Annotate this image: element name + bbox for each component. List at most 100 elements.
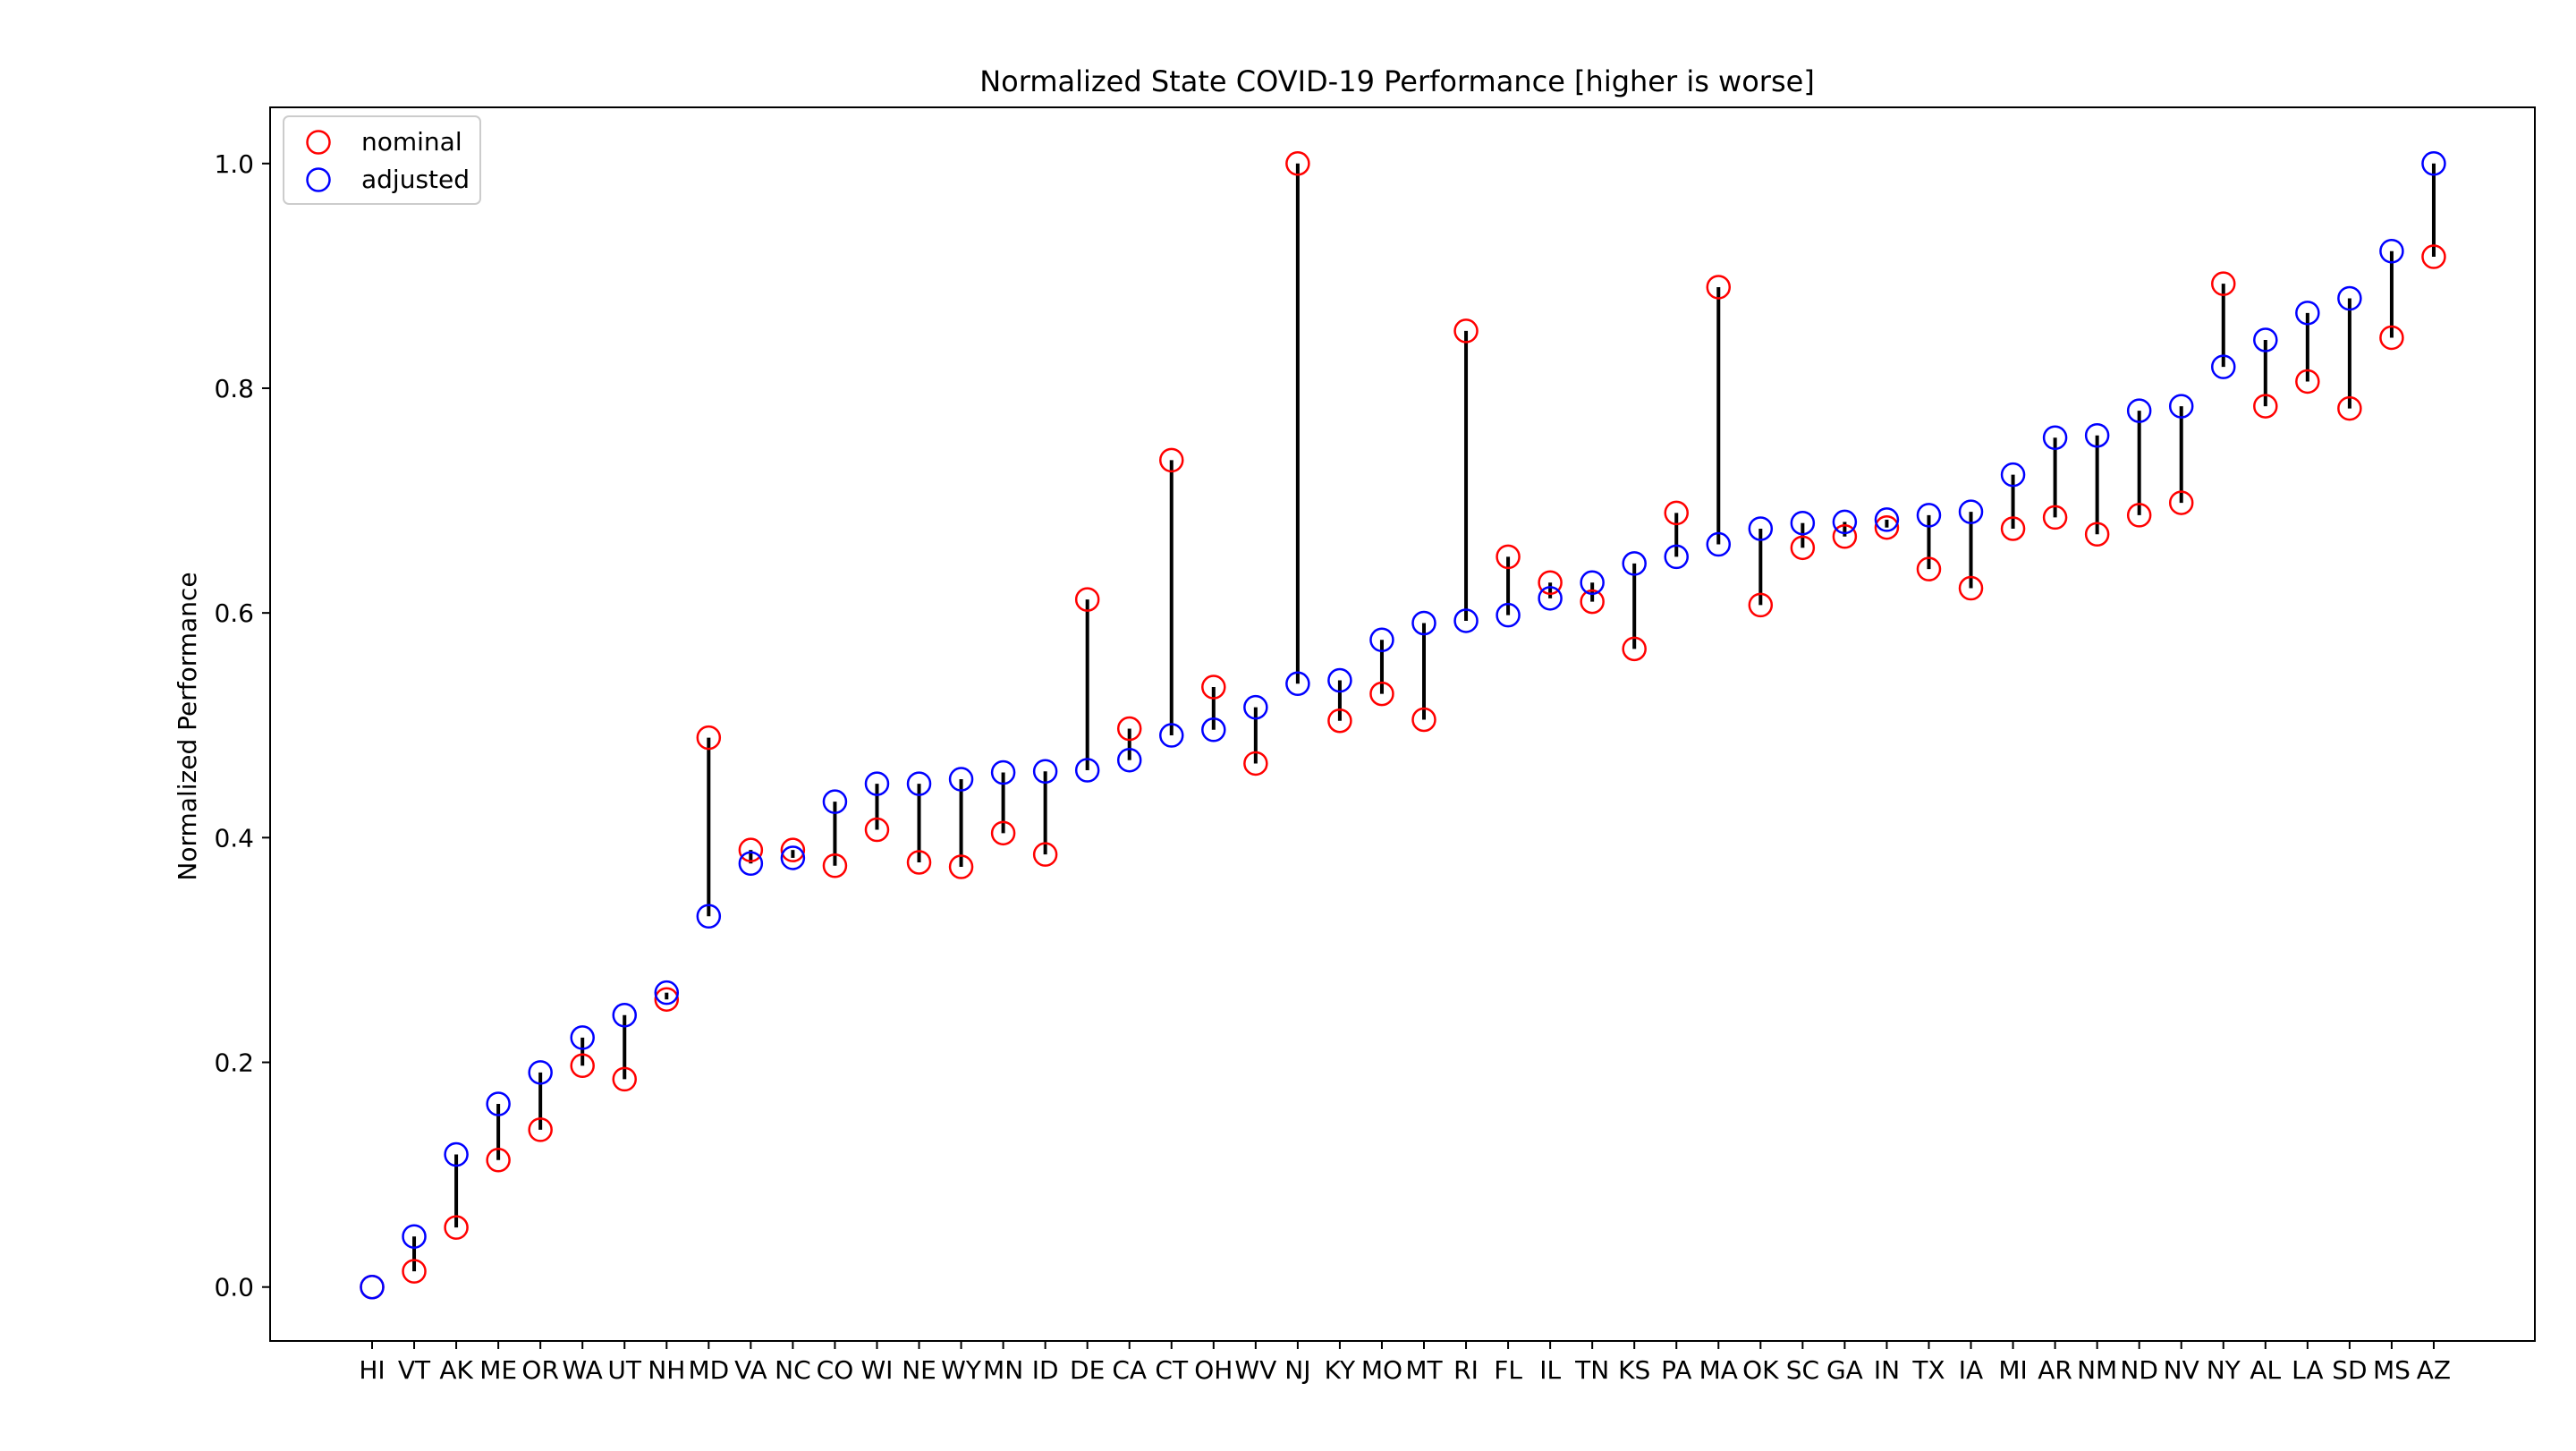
point-nominal-or xyxy=(528,1117,553,1142)
point-nominal-wv xyxy=(1243,751,1268,776)
point-nominal-de xyxy=(1074,587,1100,612)
point-adjusted-oh xyxy=(1201,717,1226,742)
point-adjusted-az xyxy=(2421,151,2446,176)
point-nominal-ia xyxy=(1958,575,1984,601)
point-nominal-al xyxy=(2253,394,2278,419)
point-adjusted-ma xyxy=(1706,531,1732,557)
x-tick-label: PA xyxy=(1661,1355,1691,1385)
point-nominal-id xyxy=(1032,842,1058,867)
point-nominal-nm xyxy=(2084,522,2110,547)
x-tick-label: IA xyxy=(1959,1355,1983,1385)
point-nominal-me xyxy=(486,1148,511,1173)
point-adjusted-tn xyxy=(1580,570,1605,596)
point-nominal-ak xyxy=(444,1215,469,1240)
point-nominal-nv xyxy=(2168,490,2194,515)
point-nominal-ar xyxy=(2042,505,2068,530)
x-tick-label: HI xyxy=(359,1355,385,1385)
x-tick-label: WA xyxy=(563,1355,603,1385)
point-adjusted-ne xyxy=(906,771,932,796)
point-adjusted-wy xyxy=(948,767,974,792)
x-tick-label: VT xyxy=(398,1355,431,1385)
point-adjusted-nh xyxy=(654,980,680,1006)
point-adjusted-hi xyxy=(360,1274,385,1300)
point-nominal-co xyxy=(822,853,848,878)
legend-marker-adjusted xyxy=(306,167,331,192)
point-nominal-sc xyxy=(1790,535,1816,561)
point-nominal-vt xyxy=(402,1259,427,1284)
point-adjusted-or xyxy=(528,1060,553,1085)
x-tick-label: MO xyxy=(1361,1355,1402,1385)
legend: nominal adjusted xyxy=(283,115,481,205)
x-tick-label: UT xyxy=(607,1355,641,1385)
point-nominal-md xyxy=(696,725,722,751)
x-tick-label: IN xyxy=(1874,1355,1900,1385)
point-adjusted-il xyxy=(1538,586,1563,611)
x-tick-label: CA xyxy=(1112,1355,1147,1385)
legend-box xyxy=(283,115,481,205)
point-nominal-la xyxy=(2295,369,2320,395)
point-nominal-sd xyxy=(2337,395,2362,421)
point-adjusted-pa xyxy=(1664,544,1689,570)
point-adjusted-mt xyxy=(1411,610,1436,636)
point-adjusted-wa xyxy=(570,1025,595,1050)
point-adjusted-me xyxy=(486,1091,511,1116)
x-tick-label: SD xyxy=(2332,1355,2367,1385)
point-nominal-nj xyxy=(1285,151,1310,176)
point-adjusted-de xyxy=(1074,758,1100,783)
x-tick-label: SC xyxy=(1786,1355,1819,1385)
x-tick-label: TN xyxy=(1574,1355,1609,1385)
x-tick-label: WI xyxy=(861,1355,894,1385)
point-adjusted-co xyxy=(822,789,848,814)
x-tick-label: AR xyxy=(2038,1355,2072,1385)
y-axis-label: Normalized Performance xyxy=(173,572,202,880)
x-tick-label: IL xyxy=(1539,1355,1561,1385)
point-adjusted-ri xyxy=(1453,608,1479,633)
point-nominal-ga xyxy=(1832,524,1858,549)
point-adjusted-ny xyxy=(2211,354,2236,379)
x-tick-label: MS xyxy=(2373,1355,2411,1385)
point-nominal-ne xyxy=(906,850,932,875)
point-adjusted-nm xyxy=(2084,422,2110,448)
point-adjusted-al xyxy=(2253,327,2278,352)
point-nominal-ok xyxy=(1748,592,1774,618)
point-adjusted-sd xyxy=(2337,285,2362,311)
point-adjusted-ga xyxy=(1832,509,1858,535)
x-tick-label: MN xyxy=(983,1355,1023,1385)
point-adjusted-ca xyxy=(1116,747,1142,773)
x-tick-label: NH xyxy=(648,1355,685,1385)
x-tick-label: AL xyxy=(2250,1355,2281,1385)
x-tick-label: MA xyxy=(1699,1355,1738,1385)
point-adjusted-tx xyxy=(1916,503,1942,528)
x-tick-label: ME xyxy=(479,1355,517,1385)
x-tick-label: ID xyxy=(1032,1355,1059,1385)
point-adjusted-ak xyxy=(444,1141,469,1167)
y-tick-label: 0.0 xyxy=(214,1273,254,1303)
point-nominal-wi xyxy=(864,817,890,843)
point-nominal-ma xyxy=(1706,275,1732,300)
y-tick-label: 0.8 xyxy=(214,374,254,403)
point-nominal-ks xyxy=(1622,636,1647,662)
point-nominal-mi xyxy=(2000,516,2026,541)
x-tick-label: AK xyxy=(439,1355,473,1385)
x-tick-label: DE xyxy=(1070,1355,1105,1385)
x-tick-label: WY xyxy=(941,1355,982,1385)
point-nominal-ny xyxy=(2211,271,2236,296)
x-tick-label: RI xyxy=(1453,1355,1479,1385)
point-adjusted-ms xyxy=(2379,239,2404,264)
point-adjusted-la xyxy=(2295,301,2320,326)
point-nominal-tn xyxy=(1580,589,1605,615)
x-tick-label: NE xyxy=(902,1355,936,1385)
x-tick-label: AZ xyxy=(2417,1355,2451,1385)
point-nominal-ct xyxy=(1159,447,1184,473)
point-nominal-ms xyxy=(2379,325,2404,351)
x-tick-label: VA xyxy=(734,1355,767,1385)
point-adjusted-nd xyxy=(2126,398,2152,423)
point-nominal-ri xyxy=(1453,318,1479,344)
point-adjusted-nv xyxy=(2168,394,2194,419)
point-adjusted-mn xyxy=(990,759,1016,785)
plot-frame xyxy=(269,106,2536,1342)
point-adjusted-ks xyxy=(1622,551,1647,576)
x-tick-label: NV xyxy=(2164,1355,2199,1385)
x-tick-label: MI xyxy=(1998,1355,2027,1385)
